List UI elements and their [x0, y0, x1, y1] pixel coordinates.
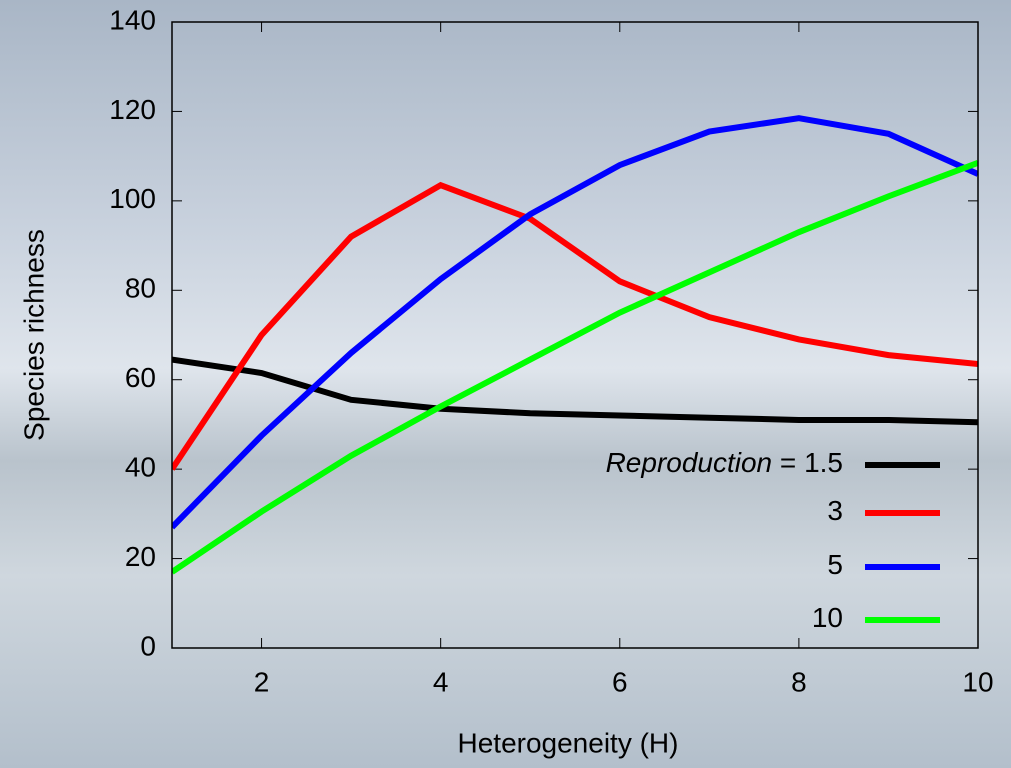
legend-name: 3: [827, 495, 843, 526]
y-tick-label: 80: [125, 273, 156, 304]
y-tick-label: 60: [125, 362, 156, 393]
line: [172, 160, 978, 575]
x-tick-label: 10: [962, 666, 993, 697]
y-tick-label: 40: [125, 452, 156, 483]
legend-name: 5: [827, 549, 843, 580]
legend-label: 10: [812, 602, 843, 633]
line: [172, 181, 978, 471]
y-tick-label: 140: [109, 4, 156, 35]
y-axis-label: Species richness: [18, 229, 49, 441]
legend-name: 10: [812, 602, 843, 633]
x-axis-label: Heterogeneity (H): [458, 727, 679, 758]
plot-frame: [171, 21, 979, 649]
x-tick-label: 2: [254, 666, 270, 697]
legend-title: Reproduction: [606, 447, 773, 478]
legend-title-rest: =: [772, 447, 804, 478]
y-tick-label: 100: [109, 183, 156, 214]
legend-label: 3: [827, 495, 843, 526]
x-tick-label: 6: [612, 666, 628, 697]
y-tick-label: 120: [109, 94, 156, 125]
legend-label: Reproduction = 1.5: [606, 447, 843, 478]
x-tick-label: 8: [791, 666, 807, 697]
legend-label: 5: [827, 549, 843, 580]
x-tick-label: 4: [433, 666, 449, 697]
y-tick-label: 0: [140, 630, 156, 661]
line: [172, 115, 978, 530]
legend-name: 1.5: [804, 447, 843, 478]
y-tick-label: 20: [125, 541, 156, 572]
line: [172, 356, 978, 426]
